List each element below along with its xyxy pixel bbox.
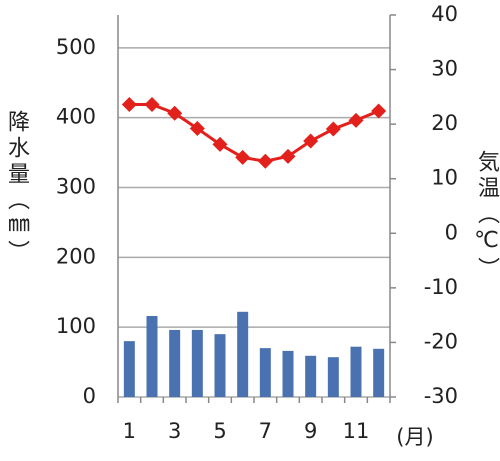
marker xyxy=(144,96,160,112)
y2-tick-label: -30 xyxy=(424,384,458,408)
bar xyxy=(123,341,135,397)
bar xyxy=(214,334,226,397)
y2-tick-label: 30 xyxy=(431,57,458,81)
y2-tick-label: 20 xyxy=(431,111,458,135)
bar xyxy=(350,346,362,397)
x-tick-label: 1 xyxy=(123,419,136,443)
y2-tick-label: 40 xyxy=(431,2,458,26)
marker xyxy=(303,133,319,149)
y2-tick-label: -20 xyxy=(424,329,458,353)
bar xyxy=(191,329,203,397)
x-tick-label: 7 xyxy=(259,419,272,443)
marker xyxy=(257,153,273,169)
y2-axis-label: 気温（℃） xyxy=(474,150,500,283)
marker xyxy=(371,103,387,119)
y-axis-label: 降水量（㎜） xyxy=(4,110,30,266)
y2-tick-label: 10 xyxy=(431,166,458,190)
bar xyxy=(237,311,249,397)
y-tick-label: 0 xyxy=(83,384,96,408)
marker xyxy=(212,136,228,152)
x-tick-label: 5 xyxy=(213,419,226,443)
x-axis-label: (月) xyxy=(396,425,433,449)
marker xyxy=(348,112,364,128)
marker xyxy=(121,96,137,112)
marker xyxy=(235,149,251,165)
bar xyxy=(327,357,339,397)
bar xyxy=(146,315,158,397)
y2-tick-label: -10 xyxy=(424,275,458,299)
y2-tick-label: 0 xyxy=(445,220,458,244)
x-tick-label: 11 xyxy=(343,419,370,443)
bar xyxy=(282,350,294,397)
line xyxy=(129,102,380,163)
x-tick-label: 9 xyxy=(304,419,317,443)
y-tick-label: 500 xyxy=(56,35,96,59)
marker xyxy=(325,121,341,137)
marker xyxy=(280,148,296,164)
x-tick-label: 3 xyxy=(168,419,181,443)
y-tick-label: 100 xyxy=(56,314,96,338)
marker xyxy=(189,121,205,137)
marker xyxy=(167,105,183,121)
y-tick-label: 300 xyxy=(56,174,96,198)
y-tick-label: 400 xyxy=(56,105,96,129)
bar xyxy=(305,355,317,397)
bar xyxy=(259,348,271,397)
bar xyxy=(169,329,181,397)
bar xyxy=(373,348,385,397)
y-tick-label: 200 xyxy=(56,244,96,268)
